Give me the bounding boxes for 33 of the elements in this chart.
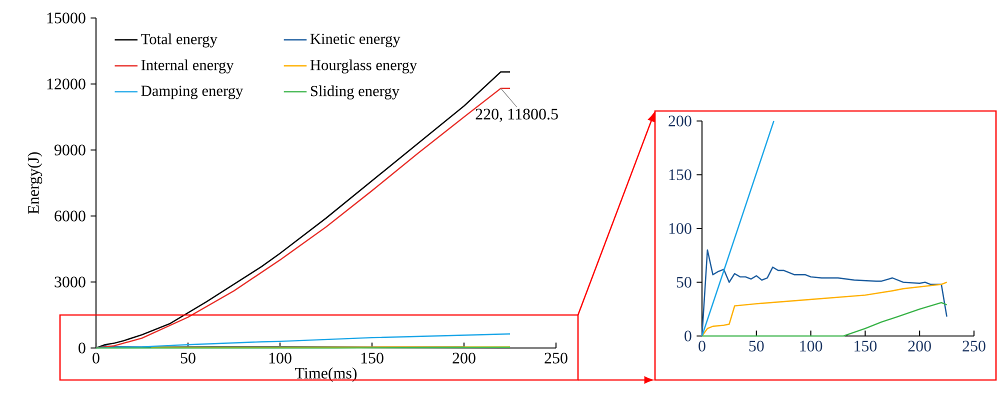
x-tick-label: 50: [749, 340, 764, 352]
legend-label: Internal energy: [141, 59, 234, 74]
y-tick-label: 200: [668, 116, 692, 126]
x-tick-label: 100: [800, 340, 822, 352]
x-tick-label: 200: [452, 352, 476, 364]
legend-label: Sliding energy: [310, 85, 400, 100]
legend-label: Kinetic energy: [310, 34, 400, 48]
legend-label: Total energy: [141, 33, 218, 48]
line-series: [701, 302, 948, 337]
y-tick-label: 150: [669, 169, 692, 180]
y-tick-label: 9000: [54, 144, 86, 156]
x-tick-label: 150: [854, 340, 877, 352]
y-tick-label: 100: [669, 223, 692, 234]
legend-label: Damping energy: [141, 86, 244, 100]
y-tick-label: 6000: [54, 210, 86, 222]
annotation: 220, 11800.5: [476, 108, 558, 122]
x-tick-label: 0: [92, 352, 100, 364]
y-axis-title: Energy(J): [28, 152, 42, 214]
x-tick-label: 150: [361, 352, 384, 364]
x-tick-label: 50: [180, 352, 196, 364]
x-tick-label: 250: [544, 352, 568, 364]
y-tick-label: 12000: [47, 78, 86, 90]
y-tick-label: 3000: [54, 276, 86, 288]
y-tick-label: 15000: [47, 12, 86, 24]
x-axis-title: Time(ms): [295, 367, 357, 382]
x-tick-label: 100: [269, 352, 292, 364]
line-series: [701, 282, 948, 337]
y-tick-label: 0: [684, 330, 692, 342]
x-tick-label: 200: [908, 340, 931, 352]
y-tick-label: 50: [676, 276, 692, 288]
x-tick-label: 0: [698, 340, 706, 352]
legend-label: Hourglass energy: [310, 59, 418, 74]
x-tick-label: 250: [962, 340, 986, 352]
